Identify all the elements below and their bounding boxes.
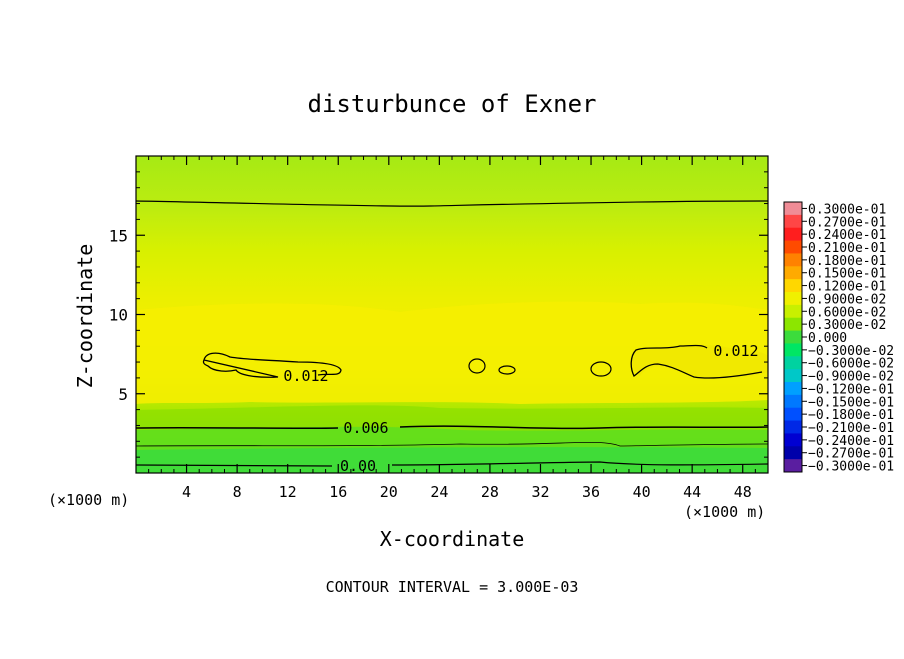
y-axis-label: Z-coordinate	[73, 244, 97, 389]
colorbar-label: −0.1800e-01	[808, 408, 894, 423]
x-tick-label: 12	[279, 483, 297, 501]
colorbar-swatch	[784, 317, 802, 332]
colorbar-swatch	[784, 330, 802, 344]
colorbar-swatch	[784, 266, 802, 280]
contour-012-island-1	[468, 358, 486, 374]
contour-line-006	[136, 425, 768, 430]
x-ticks: 4 8 12 16 20 24 28 32 36 40 44 48	[148, 156, 756, 501]
colorbar-swatch	[784, 459, 802, 473]
colorbar-swatch	[784, 253, 802, 267]
colorbar-label: 0.6000e-02	[808, 305, 886, 320]
x-unit-left: (×1000 m)	[48, 491, 129, 509]
contour-012-right	[630, 344, 763, 379]
contour-line-000	[136, 461, 768, 467]
colorbar-swatch	[784, 446, 802, 460]
colorbar-swatch	[784, 214, 802, 229]
x-tick-label: 32	[531, 483, 549, 501]
colorbar-label: −0.3000e-02	[808, 344, 894, 359]
colorbar-swatch	[784, 292, 802, 306]
x-tick-label: 40	[633, 483, 651, 501]
x-tick-label: 44	[683, 483, 701, 501]
colorbar-label: −0.1200e-01	[808, 382, 894, 397]
colorbar-label: 0.1800e-01	[808, 254, 886, 269]
colorbar-label: −0.9000e-02	[808, 370, 894, 385]
colorbar-swatch	[784, 394, 802, 409]
contour-012-island-3	[590, 361, 612, 377]
contour-label-012-left: 0.012	[283, 367, 328, 385]
contour-label-006: 0.006	[343, 419, 388, 437]
plot-area	[136, 156, 768, 473]
colorbar-swatch	[784, 407, 802, 422]
colorbar-swatch	[784, 433, 802, 447]
contour-line-lower	[136, 441, 768, 447]
green-layer-3	[136, 447, 768, 473]
x-tick-label: 36	[582, 483, 600, 501]
colorbar-label: −0.6000e-02	[808, 357, 894, 372]
colorbar-label: 0.2100e-01	[808, 241, 886, 256]
x-tick-label: 16	[329, 483, 347, 501]
colorbar-label: −0.1500e-01	[808, 395, 894, 410]
x-unit-right: (×1000 m)	[684, 503, 765, 521]
colorbar-label: 0.1200e-01	[808, 280, 886, 295]
colorbar-swatch	[784, 304, 802, 319]
contour-012-left	[202, 352, 342, 378]
colorbar-swatch	[784, 227, 802, 242]
colorbar-label: 0.2400e-01	[808, 228, 886, 243]
colorbar-swatch	[784, 420, 802, 434]
y-tick-label: 15	[109, 226, 128, 245]
colorbar-swatch	[784, 382, 802, 396]
colorbar-label: −0.2400e-01	[808, 434, 894, 449]
x-tick-label: 28	[481, 483, 499, 501]
colorbar-label: 0.1500e-01	[808, 267, 886, 282]
x-tick-label: 24	[430, 483, 448, 501]
y-ticks: 5 10 15	[109, 171, 768, 458]
x-axis-label: X-coordinate	[380, 527, 525, 551]
colorbar-swatch	[784, 356, 802, 370]
colorbar-label: 0.3000e-01	[808, 202, 886, 217]
colorbar-label: 0.000	[808, 331, 847, 346]
contour-label-012-right: 0.012	[713, 342, 758, 360]
chart-title: disturbunce of Exner	[308, 90, 597, 118]
colorbar-label: −0.2100e-01	[808, 421, 894, 436]
x-tick-label: 8	[233, 483, 242, 501]
contour-interval-footer: CONTOUR INTERVAL = 3.000E-03	[326, 578, 579, 596]
colorbar-swatch	[784, 240, 802, 254]
colorbar-swatch	[784, 369, 802, 383]
contour-line-top	[136, 200, 768, 207]
y-tick-label: 10	[109, 306, 128, 325]
colorbar-label: 0.9000e-02	[808, 292, 886, 307]
x-tick-label: 48	[734, 483, 752, 501]
contour-012-island-2	[498, 365, 516, 375]
x-tick-label: 20	[380, 483, 398, 501]
colorbar-swatch	[784, 343, 802, 357]
colorbar-label: −0.3000e-01	[808, 460, 894, 475]
contour-label-000: 0.00	[340, 457, 376, 475]
colorbar-label: 0.2700e-01	[808, 215, 886, 230]
contour-012-right-fill	[631, 345, 768, 378]
colorbar-label: 0.3000e-02	[808, 318, 886, 333]
colorbar: 0.3000e-010.2700e-010.2400e-010.2100e-01…	[783, 201, 894, 475]
x-tick-label: 4	[182, 483, 191, 501]
colorbar-swatch	[784, 279, 802, 293]
colorbar-swatch	[784, 202, 802, 216]
colorbar-label: −0.2700e-01	[808, 447, 894, 462]
warm-band	[136, 301, 768, 404]
y-tick-label: 5	[118, 385, 128, 404]
